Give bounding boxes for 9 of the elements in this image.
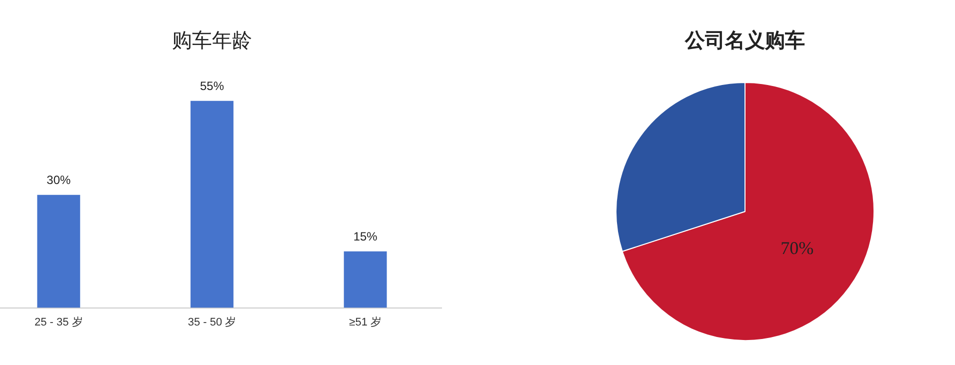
- data-label: 30%: [46, 173, 71, 188]
- x-tick-label: 25 - 35 岁: [34, 316, 83, 328]
- chart-title: 公司名义购车: [684, 28, 805, 52]
- x-tick-label: 35 - 50 岁: [188, 316, 236, 328]
- data-label: 15%: [353, 230, 378, 244]
- x-tick-label: ≥51 岁: [349, 316, 382, 328]
- chart-title: 购车年龄: [172, 28, 252, 52]
- data-label: 55%: [200, 79, 224, 94]
- data-label: 70%: [780, 238, 814, 258]
